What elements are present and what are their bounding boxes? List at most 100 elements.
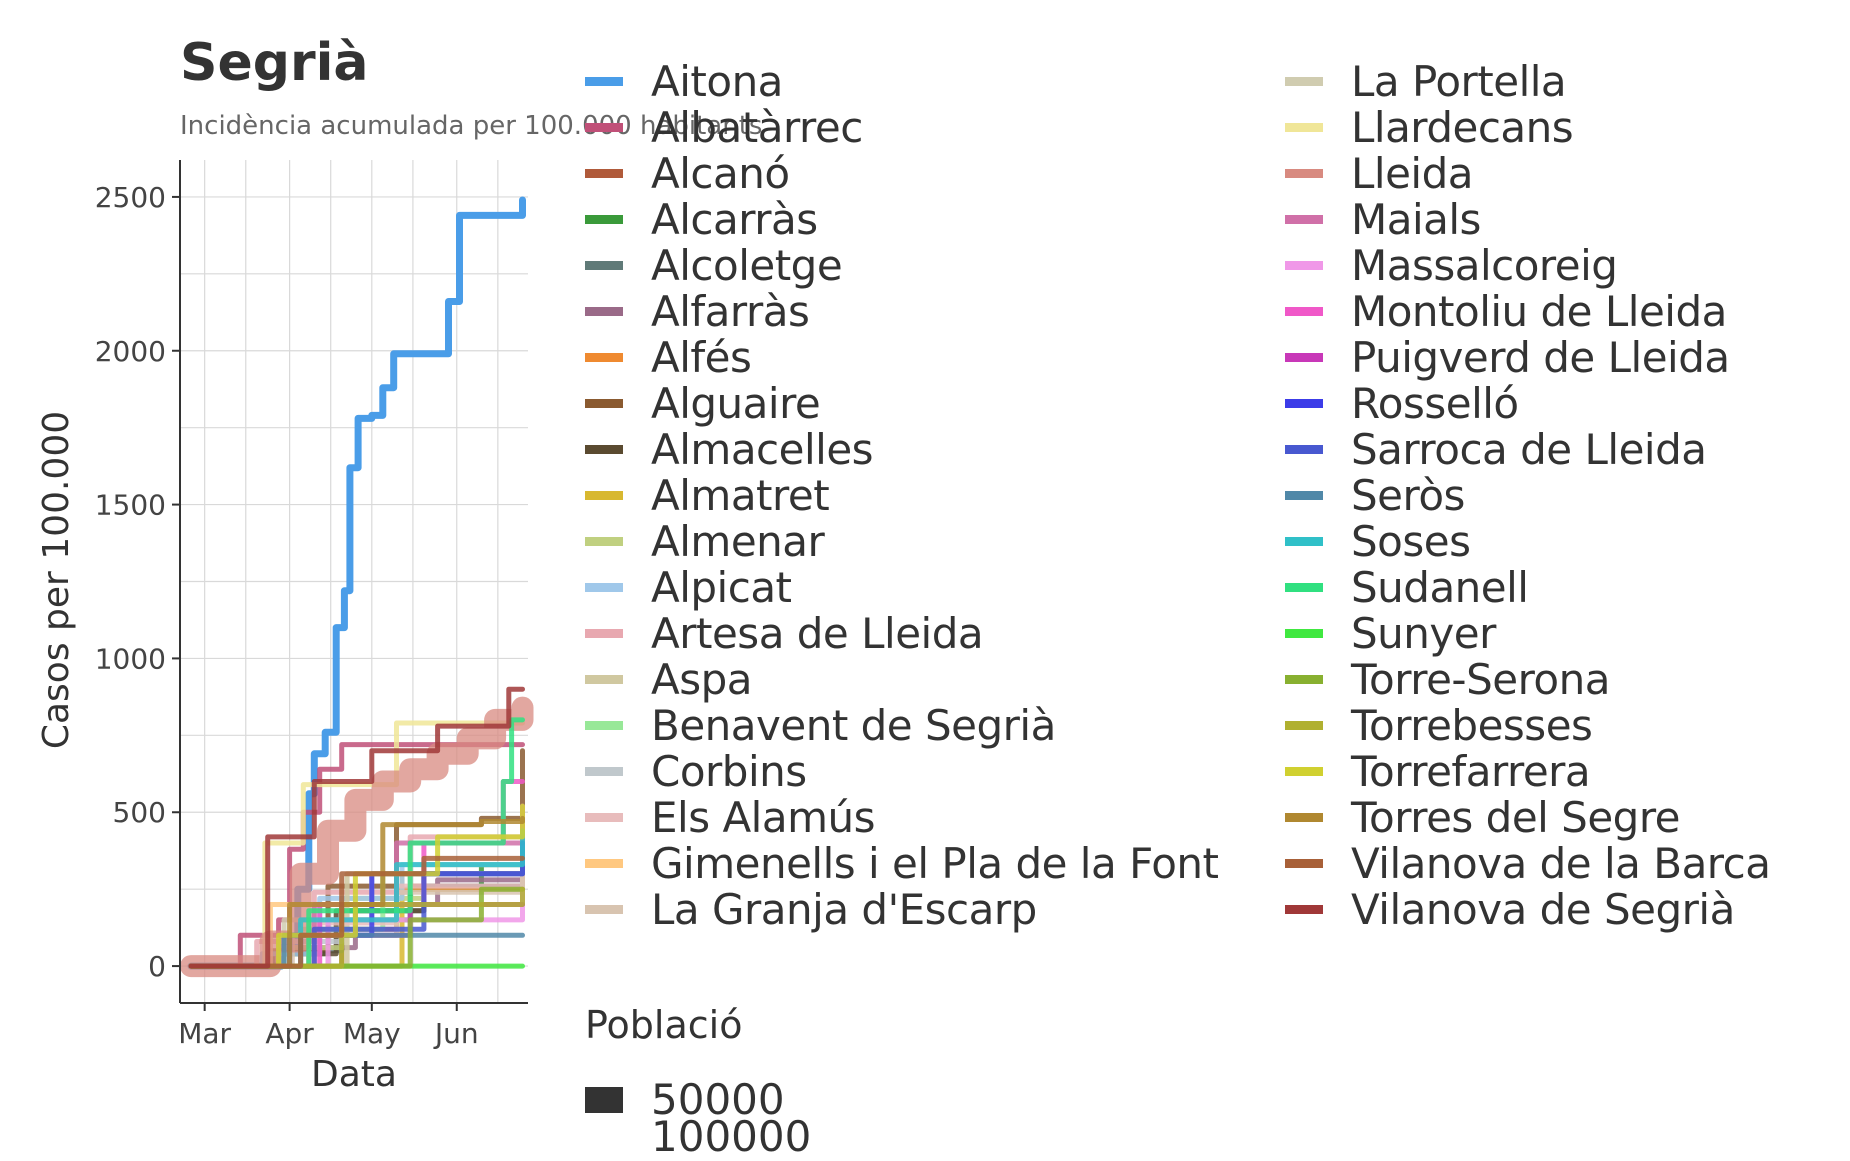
legend-item: Gimenells i el Pla de la Font [585,838,1285,888]
legend-swatch [585,858,623,868]
x-ticks: Mar Apr May Jun [178,1003,479,1050]
legend-swatch [1285,904,1323,914]
legend-item: Vilanova de Segrià [1285,885,1770,934]
series-line [188,686,525,969]
legend-item: Els Alamús [585,792,1285,842]
legend-item: Alguaire [585,379,1285,428]
legend-swatch [585,674,623,684]
legend-swatch [1285,536,1323,546]
legend-swatch [1285,214,1323,224]
y-ticks: 0 500 1000 1500 2000 2500 [95,181,180,983]
legend-label: Torres del Segre [1351,792,1681,842]
legend-label: La Portella [1351,56,1567,106]
series-line [188,815,525,969]
legend-item: Almenar [585,517,1285,566]
legend-swatch [585,628,623,638]
series-line [187,196,526,970]
legend-swatch [1285,306,1323,316]
x-axis-title: Data [311,1054,397,1095]
y-tick-label: 500 [113,796,166,829]
y-tick-label: 1000 [95,642,166,675]
legend-item: Sunyer [1285,609,1770,658]
legend-label: Alfés [651,332,752,382]
legend-swatch [585,536,623,546]
legend-label: Corbins [651,746,807,796]
legend-swatch [1285,490,1323,500]
legend-swatch [585,582,623,592]
legend-item: Alfés [585,332,1285,382]
legend-swatch [585,352,623,362]
legend-swatch [1285,398,1323,408]
legend-item: La Portella [1285,56,1770,106]
legend-swatch [1285,444,1323,454]
legend-item: Sarroca de Lleida [1285,424,1770,474]
legend-column-2: La Portella Llardecans Lleida Maials Massalc… [1285,56,1771,934]
color-legend: Aitona Albatàrrec Alcanó Alcarràs Alcoletge A… [585,56,1845,934]
x-tick-label: May [343,1017,401,1050]
y-tick-label: 1500 [95,489,166,522]
size-legend-item: 100000 [585,1112,811,1161]
legend-label: Almacelles [651,424,874,474]
legend-label: La Granja d'Escarp [651,884,1037,934]
series-line [188,717,525,969]
legend-label: Aitona [651,56,783,106]
legend-label: Montoliu de Lleida [1351,286,1727,336]
legend-swatch [1285,168,1323,178]
series-line [188,855,525,969]
legend-item: Torrebesses [1285,700,1770,750]
legend-label: Lleida [1351,148,1473,198]
x-tick-label: Jun [433,1017,479,1050]
legend-label: Torrebesses [1351,700,1593,750]
legend-item: Alcarràs [585,194,1285,244]
legend-label: Benavent de Segrià [651,700,1056,750]
y-axis-title: Casos per 100.000 [36,411,77,749]
legend-item: Corbins [585,746,1285,796]
legend-item: Aspa [585,655,1285,704]
y-tick-label: 2000 [95,335,166,368]
legend-swatch [1285,628,1323,638]
legend-swatch [1285,76,1323,86]
legend-swatch [585,720,623,730]
legend-swatch [1285,582,1323,592]
size-legend-item: 50000 [585,1075,785,1124]
legend-label: Almatret [651,470,830,520]
legend-label: Sarroca de Lleida [1351,424,1707,474]
legend-column-1: Aitona Albatàrrec Alcanó Alcarràs Alcoletge A… [585,56,1285,934]
legend-item: Albatàrrec [585,103,1285,152]
legend-swatch [1285,720,1323,730]
size-legend-key [585,1086,623,1113]
legend-item: Montoliu de Lleida [1285,286,1770,336]
size-legend-title: Població [585,1003,743,1047]
series-layer [180,196,534,978]
legend-item: Almatret [585,470,1285,520]
chart-svg: Segrià Incidència acumulada per 100.000 … [36,33,762,1095]
legend-label: Alcarràs [651,194,818,244]
legend-label: Els Alamús [651,792,876,842]
legend-label: Torre-Serona [1351,654,1610,704]
legend-item: Alcoletge [585,241,1285,290]
y-tick-label: 2500 [95,181,166,214]
legend-swatch [585,214,623,224]
legend-label: Gimenells i el Pla de la Font [651,838,1219,888]
legend-item: Rosselló [1285,378,1770,428]
legend-swatch [585,260,623,270]
legend-swatch [1285,352,1323,362]
legend-item: Maials [1285,195,1770,244]
legend-label: Torrefarrera [1351,746,1591,796]
legend-swatch [585,766,623,776]
legend-item: Aitona [585,56,1285,106]
legend-item: Almacelles [585,424,1285,474]
legend-item: Soses [1285,517,1770,566]
legend-label: Rosselló [1351,378,1519,428]
legend-item: Seròs [1285,471,1770,520]
legend-label: Massalcoreig [1351,240,1618,290]
legend-label: Alcanó [651,148,790,198]
legend-swatch [585,76,623,86]
axes [179,160,528,1004]
legend-swatch [585,398,623,408]
legend-label: Llardecans [1351,102,1574,152]
legend-swatch [585,168,623,178]
legend-item: Sudanell [1285,563,1770,612]
legend-item: La Granja d'Escarp [585,884,1285,934]
size-legend-label: 100000 [651,1112,812,1161]
